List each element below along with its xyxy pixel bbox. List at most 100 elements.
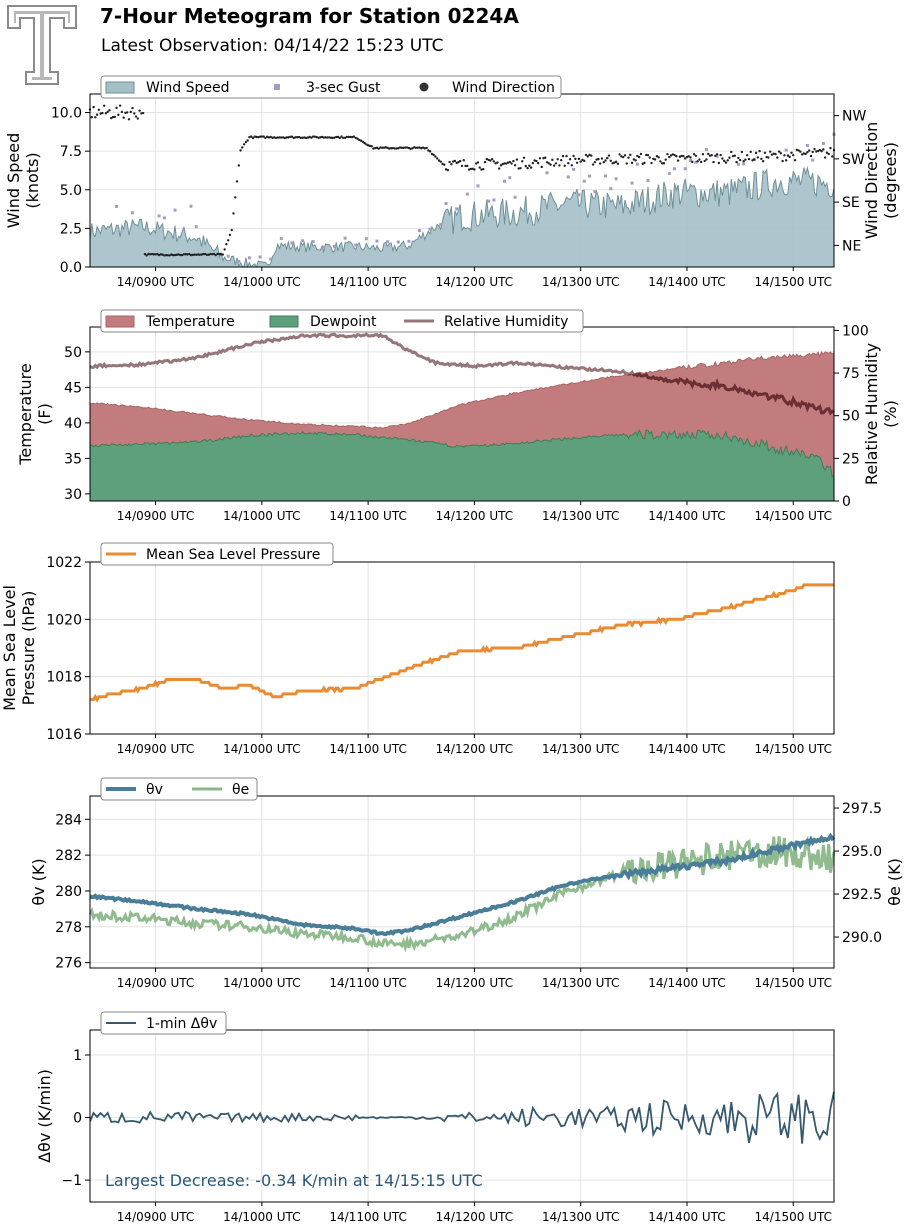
y-tick-label: 40 bbox=[64, 416, 82, 432]
legend-label: Wind Speed bbox=[146, 80, 230, 96]
wind-direction-point bbox=[515, 158, 519, 161]
x-tick-label: 14/1400 UTC bbox=[648, 976, 725, 990]
wind-direction-point bbox=[746, 154, 749, 157]
axis-label-line: Pressure (hPa) bbox=[19, 591, 38, 706]
wind-direction-point bbox=[737, 156, 740, 160]
y-tick-label: 35 bbox=[64, 451, 82, 467]
gust-point bbox=[503, 179, 507, 183]
wind-direction-point bbox=[196, 253, 200, 256]
wind-direction-point bbox=[756, 156, 760, 159]
wind-direction-point bbox=[744, 158, 747, 161]
x-tick-label: 14/1500 UTC bbox=[755, 509, 832, 523]
x-tick-label: 14/0900 UTC bbox=[117, 976, 194, 990]
wind-direction-point bbox=[825, 151, 829, 154]
wind-direction-point bbox=[453, 159, 457, 163]
x-tick-label: 14/1300 UTC bbox=[542, 976, 619, 990]
wind-direction-point bbox=[505, 162, 508, 165]
wind-direction-point bbox=[590, 154, 593, 157]
wind-direction-point bbox=[579, 160, 582, 163]
y-tick-label: 45 bbox=[64, 380, 82, 396]
wind-direction-point bbox=[212, 252, 216, 256]
wind-direction-point bbox=[630, 161, 634, 165]
wind-direction-point bbox=[400, 146, 403, 150]
gust-point bbox=[455, 207, 459, 211]
gust-point bbox=[115, 204, 119, 208]
x-tick-label: 14/1100 UTC bbox=[329, 976, 406, 990]
wind-direction-point bbox=[294, 136, 297, 139]
wind-direction-point bbox=[141, 111, 145, 115]
wind-direction-point bbox=[434, 155, 437, 158]
wind-direction-point bbox=[749, 150, 752, 154]
y-tick-label-right: 100 bbox=[842, 323, 869, 339]
wind-direction-point bbox=[512, 159, 515, 163]
theta-e-line bbox=[88, 835, 836, 953]
gust-point bbox=[646, 179, 650, 183]
wind-direction-point bbox=[629, 153, 632, 157]
wind-direction-point bbox=[172, 254, 175, 257]
y-tick-label-right: 295.0 bbox=[842, 844, 882, 860]
wind-direction-point bbox=[804, 152, 807, 156]
gust-point bbox=[290, 241, 294, 245]
wind-direction-point bbox=[694, 154, 698, 157]
wind-direction-point bbox=[707, 152, 710, 156]
gust-point bbox=[821, 141, 825, 145]
wind-direction-point bbox=[662, 162, 666, 165]
wind-direction-point bbox=[699, 160, 703, 164]
x-tick-label: 14/1200 UTC bbox=[436, 976, 513, 990]
wind-direction-point bbox=[565, 154, 568, 158]
wind-direction-point bbox=[813, 147, 816, 151]
y-tick-label-right: SE bbox=[842, 195, 860, 211]
wind-direction-point bbox=[715, 153, 719, 156]
y-tick-label: 276 bbox=[55, 956, 82, 972]
gust-point bbox=[386, 240, 390, 244]
wind-direction-point bbox=[616, 162, 620, 166]
axis-label-line: Wind Speed bbox=[4, 133, 23, 228]
wind-direction-point bbox=[622, 155, 625, 159]
wind-direction-point bbox=[466, 164, 469, 168]
wind-direction-point bbox=[113, 115, 117, 119]
gust-point bbox=[811, 158, 815, 162]
x-tick-label: 14/1500 UTC bbox=[755, 742, 832, 756]
wind-direction-point bbox=[664, 158, 667, 161]
wind-direction-point bbox=[536, 161, 540, 165]
x-tick-label: 14/1300 UTC bbox=[542, 742, 619, 756]
wind-direction-point bbox=[232, 212, 235, 215]
wind-direction-point bbox=[202, 252, 205, 256]
wind-direction-point bbox=[799, 150, 802, 153]
wind-direction-point bbox=[131, 106, 134, 110]
wind-direction-point bbox=[770, 153, 774, 156]
legend-swatch bbox=[105, 315, 135, 328]
gust-point bbox=[673, 167, 677, 171]
axes-frame bbox=[89, 795, 835, 969]
panel-temperature: 30 35 40 45 50 0 25 50 75 100 14/0900 UTC 14/1000 U… bbox=[16, 309, 900, 523]
wind-direction-point bbox=[166, 254, 170, 257]
wind-direction-point bbox=[669, 154, 673, 157]
y-tick-label: 10.0 bbox=[51, 106, 82, 122]
legend-label: θe bbox=[232, 782, 249, 798]
wind-direction-point bbox=[528, 164, 531, 167]
wind-direction-point bbox=[345, 135, 349, 139]
wind-direction-point bbox=[374, 146, 377, 150]
gust-point bbox=[226, 254, 230, 258]
gust-point bbox=[609, 187, 613, 191]
x-tick-label: 14/1200 UTC bbox=[436, 742, 513, 756]
wind-direction-point bbox=[545, 161, 549, 164]
wind-direction-point bbox=[225, 242, 228, 246]
wind-direction-point bbox=[721, 157, 724, 160]
wind-direction-point bbox=[108, 109, 111, 112]
legend-box bbox=[100, 309, 584, 333]
axis-label: θv (K) bbox=[29, 858, 48, 905]
axis-label: Temperature(F) bbox=[16, 363, 54, 465]
wind-direction-point bbox=[324, 136, 327, 139]
wind-direction-point bbox=[489, 159, 492, 162]
wind-direction-point bbox=[97, 108, 101, 111]
wind-direction-point bbox=[411, 147, 414, 150]
wind-direction-point bbox=[682, 154, 685, 158]
wind-direction-point bbox=[526, 166, 529, 170]
gust-point bbox=[332, 244, 336, 248]
x-tick-label: 14/1200 UTC bbox=[436, 509, 513, 523]
wind-direction-point bbox=[499, 164, 503, 167]
gust-point bbox=[237, 259, 241, 263]
wind-direction-point bbox=[758, 149, 761, 153]
wind-direction-point bbox=[269, 135, 272, 139]
